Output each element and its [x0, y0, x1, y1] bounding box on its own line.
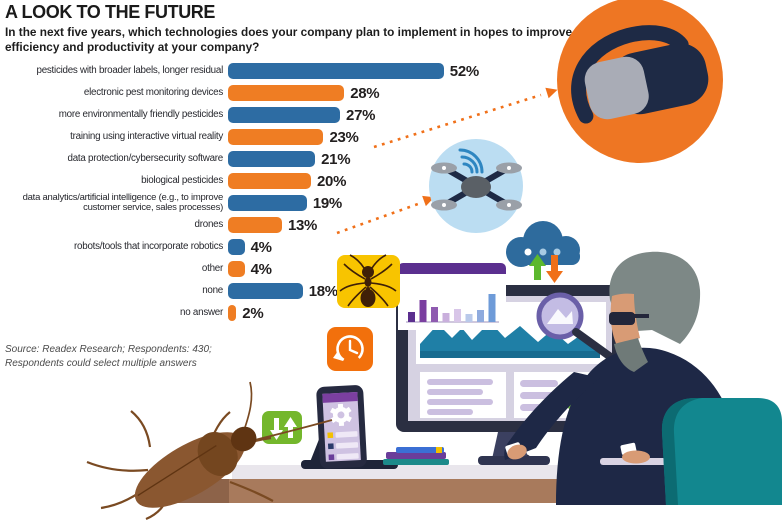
source-line-1: Source: Readex Research; Respondents: 43… — [5, 344, 212, 355]
bar — [228, 85, 345, 101]
bar-value: 2% — [242, 304, 264, 322]
chart-row: robots/tools that incorporate robotics 4% — [0, 236, 479, 258]
keyboard-icon — [600, 458, 712, 465]
bar-label: robots/tools that incorporate robotics — [74, 240, 223, 252]
bar-value: 20% — [317, 172, 347, 190]
pie-chart-icon — [562, 378, 597, 413]
bar — [228, 107, 341, 123]
download-arrow-icon — [546, 255, 563, 283]
office-chair-icon — [661, 398, 782, 505]
chart-row: more environmentally friendly pesticides… — [0, 104, 479, 126]
bar — [228, 63, 444, 79]
bar-value: 52% — [449, 62, 479, 80]
face — [610, 293, 640, 348]
bar-label: no answer — [180, 306, 223, 318]
books-icon — [383, 447, 449, 465]
chart-row: training using interactive virtual reali… — [0, 126, 479, 148]
cloud-transfer-icon — [506, 221, 580, 283]
chart-row: none 18% — [0, 280, 479, 302]
bar — [228, 217, 282, 233]
cockroach-icon — [86, 381, 333, 521]
cuff-left — [505, 442, 522, 456]
bar-label: none — [202, 284, 223, 296]
bar-label: data protection/cybersecurity software — [67, 152, 224, 164]
bar-label: biological pesticides — [141, 174, 223, 186]
chart-row: data protection/cybersecurity software 21… — [0, 148, 479, 170]
magnifier-icon — [536, 292, 616, 362]
glasses-icon — [609, 312, 635, 325]
bar-label: electronic pest monitoring devices — [83, 86, 223, 98]
bar-value: 13% — [287, 216, 318, 234]
chart-rows: pesticides with broader labels, longer r… — [0, 60, 480, 324]
chart-row: other 4% — [0, 258, 479, 280]
bar-value: 23% — [329, 128, 359, 146]
bar-value: 27% — [346, 106, 376, 124]
torso — [556, 347, 745, 505]
bar-label: pesticides with broader labels, longer r… — [36, 64, 224, 76]
chart-row: drones 13% — [0, 214, 479, 236]
bar — [228, 305, 237, 321]
bar — [228, 129, 324, 145]
bar — [228, 151, 316, 167]
chart-row: no answer 2% — [0, 302, 479, 324]
bar — [228, 239, 245, 255]
mouse-icon — [509, 453, 531, 465]
bar-value: 4% — [250, 260, 272, 278]
hand-left — [507, 444, 527, 460]
subtitle: In the next five years, which technologi… — [5, 25, 573, 55]
history-clock-icon — [327, 327, 373, 371]
bar-label: data analytics/artificial intelligence (… — [22, 191, 224, 213]
gear-icon — [330, 403, 352, 427]
arm — [504, 372, 600, 460]
sync-arrows-icon — [262, 411, 302, 444]
bar-value: 21% — [321, 150, 351, 168]
hair — [609, 251, 701, 344]
bar — [228, 261, 245, 277]
bar-value: 18% — [308, 282, 338, 300]
hand-right — [622, 450, 650, 464]
chart-row: data analytics/artificial intelligence (… — [0, 192, 479, 214]
bar-value: 28% — [350, 84, 380, 102]
bar — [228, 173, 311, 189]
beard — [614, 338, 648, 372]
bar — [228, 283, 303, 299]
bar — [228, 195, 307, 211]
upload-arrow-icon — [529, 254, 546, 280]
head — [609, 251, 701, 372]
bar-label: training using interactive virtual reali… — [70, 130, 223, 142]
smartphone-icon — [301, 385, 398, 469]
chart-row: biological pesticides 20% — [0, 170, 479, 192]
source-line-2: Respondents could select multiple answer… — [5, 357, 197, 369]
bar-label: more environmentally friendly pesticides — [58, 108, 224, 120]
bar-value: 19% — [312, 194, 342, 212]
chart-row: electronic pest monitoring devices 28% — [0, 82, 479, 104]
page-title: A LOOK TO THE FUTURE — [5, 2, 215, 22]
source-note: Source: Readex Research; Respondents: 43… — [5, 343, 212, 370]
bar-value: 4% — [250, 238, 272, 256]
desk — [163, 453, 712, 503]
analyst-person — [504, 251, 745, 505]
bar-label: drones — [194, 218, 224, 230]
bar-label: other — [201, 262, 223, 274]
area-chart — [420, 322, 600, 358]
cuff-right — [620, 442, 637, 455]
chart-row: pesticides with broader labels, longer r… — [0, 60, 480, 82]
